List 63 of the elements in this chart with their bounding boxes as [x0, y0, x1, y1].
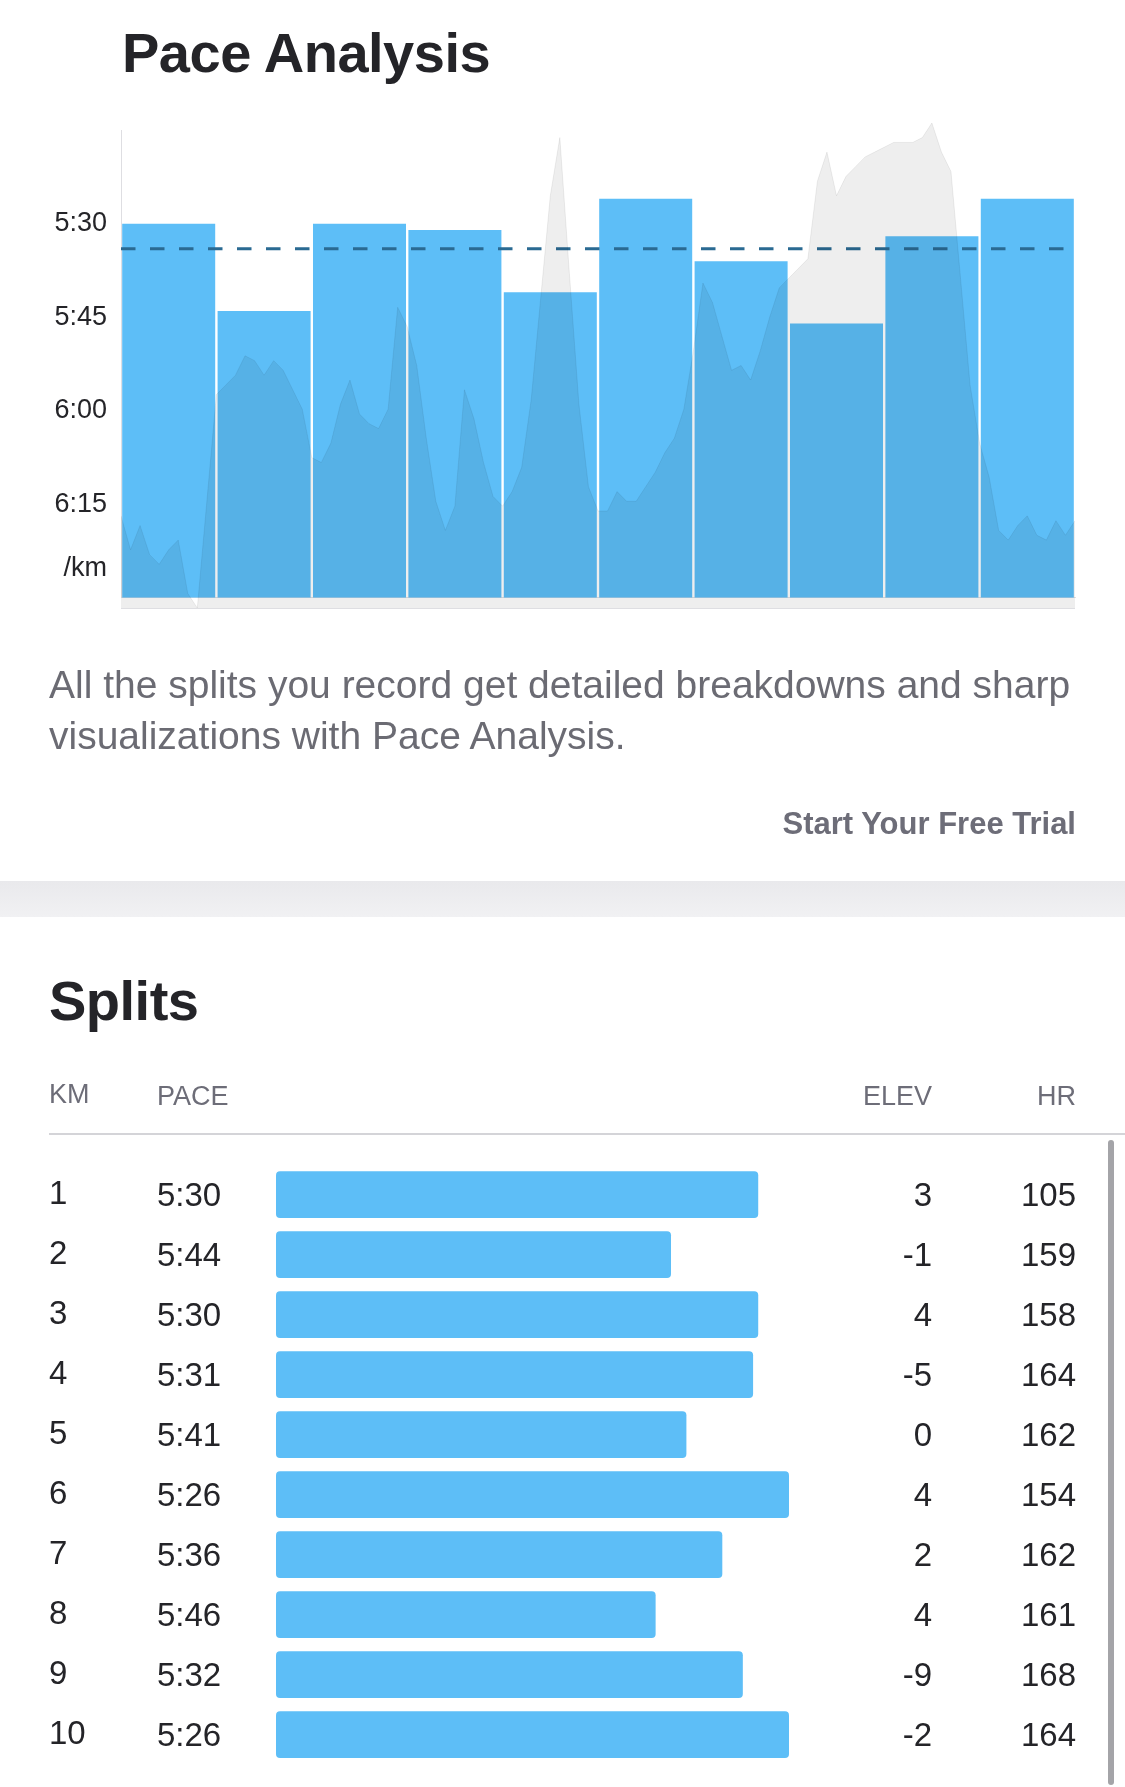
- text: 159: [1020, 1234, 1076, 1275]
- y-axis-title: KM: [49, 1079, 90, 1110]
- text: ELEV: [862, 1080, 932, 1112]
- y-tick-label: 5:45: [54, 300, 107, 331]
- y-axis-title: /km: [63, 552, 107, 583]
- text: 3: [913, 1174, 932, 1215]
- text: -2: [902, 1714, 932, 1755]
- text: 4: [913, 1294, 932, 1335]
- y-tick-label: 3: [49, 1293, 68, 1331]
- y-tick-label: 9: [49, 1653, 68, 1691]
- text: PACE: [157, 1080, 229, 1112]
- text: All the splits you record get detailed breakdowns and sharp visualizations with Pace Analysis.: [49, 662, 1072, 759]
- bar: [276, 1651, 743, 1698]
- text: 105: [1020, 1174, 1076, 1215]
- chart-title: Splits: [49, 969, 199, 1032]
- text: 5:46: [157, 1594, 222, 1635]
- text: -5: [902, 1354, 932, 1395]
- bar: [276, 1471, 789, 1518]
- text: -9: [902, 1654, 932, 1695]
- text: 5:26: [157, 1474, 222, 1515]
- text: 5:44: [157, 1234, 222, 1275]
- text: 161: [1020, 1594, 1076, 1635]
- text: 164: [1020, 1714, 1076, 1755]
- bar: [276, 1351, 754, 1398]
- text: 5:36: [157, 1534, 222, 1575]
- y-tick-label: 2: [49, 1233, 68, 1271]
- bar: [276, 1531, 723, 1578]
- bar: [276, 1411, 687, 1458]
- text: 5:30: [157, 1174, 222, 1215]
- text: 4: [913, 1474, 932, 1515]
- text: 5:26: [157, 1714, 222, 1755]
- bar: [276, 1291, 759, 1338]
- y-tick-label: 6:15: [54, 487, 107, 518]
- bar: [276, 1231, 672, 1278]
- y-tick-label: 6: [49, 1473, 68, 1511]
- text: 5:32: [157, 1654, 222, 1695]
- text: 162: [1020, 1414, 1076, 1455]
- text: 158: [1020, 1294, 1076, 1335]
- y-tick-label: 4: [49, 1353, 68, 1391]
- text: 5:41: [157, 1414, 222, 1455]
- text: 5:30: [157, 1294, 222, 1335]
- text: -1: [902, 1234, 932, 1275]
- text: 5:31: [157, 1354, 222, 1395]
- text: 0: [913, 1414, 932, 1455]
- y-tick-label: 1: [49, 1173, 68, 1211]
- y-tick-label: 5: [49, 1413, 68, 1451]
- y-tick-label: 8: [49, 1593, 68, 1631]
- text: HR: [1037, 1080, 1076, 1112]
- y-tick-label: 5:30: [54, 207, 107, 238]
- text: 168: [1020, 1654, 1076, 1695]
- text: 4: [913, 1594, 932, 1635]
- y-tick-label: 6:00: [54, 394, 107, 425]
- text: 2: [913, 1534, 932, 1575]
- bar: [276, 1591, 656, 1638]
- bar: [276, 1711, 789, 1758]
- text: 154: [1020, 1474, 1076, 1515]
- text: 164: [1020, 1354, 1076, 1395]
- y-tick-label: 7: [49, 1533, 68, 1571]
- chart-title: Pace Analysis: [122, 21, 491, 84]
- text: 162: [1020, 1534, 1076, 1575]
- y-tick-label: 10: [49, 1713, 86, 1751]
- text: Start Your Free Trial: [782, 806, 1076, 841]
- bar: [276, 1171, 759, 1218]
